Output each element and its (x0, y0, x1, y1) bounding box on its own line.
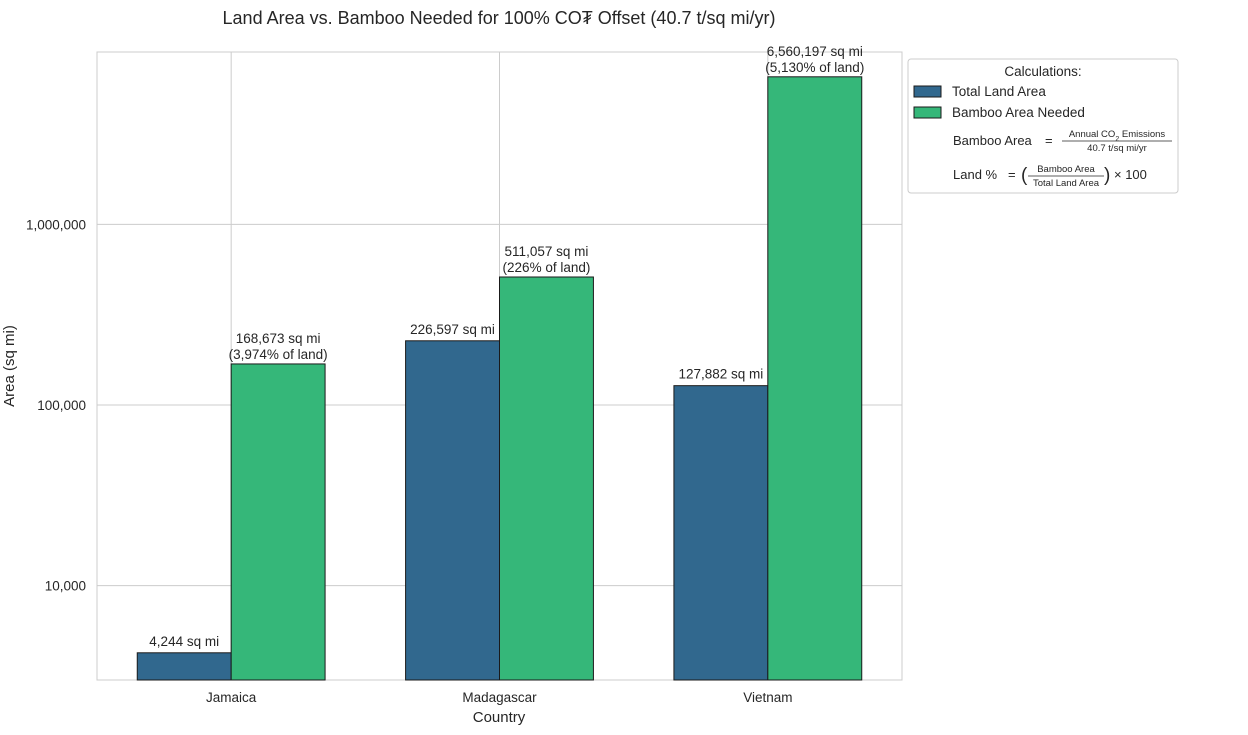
legend-title: Calculations: (1004, 64, 1081, 79)
y-axis-label: Area (sq mi) (1, 325, 18, 407)
bar-bamboo-area-needed-madagascar (499, 276, 594, 681)
formula2-close-paren: ) (1104, 165, 1110, 186)
data-label-bamboo-area-needed-vietnam: 6,560,197 sq mi (767, 44, 863, 59)
x-tick-label-vietnam: Vietnam (743, 690, 792, 705)
legend-formula-bamboo-area: Bamboo Area = Annual CO2 Emissions 40.7 … (953, 129, 1172, 154)
data-sublabel-bamboo-area-needed-vietnam: (5,130% of land) (765, 60, 864, 75)
plot-area: 4,244 sq mi 226,597 sq mi 127,882 sq mi 168… (96, 44, 903, 681)
data-label-bamboo-area-needed-madagascar: 511,057 sq mi (505, 244, 589, 259)
legend-label-bamboo-area-needed: Bamboo Area Needed (952, 105, 1085, 120)
formula2-equals: = (1008, 167, 1016, 182)
legend-label-total-land-area: Total Land Area (952, 84, 1046, 99)
formula1-lhs: Bamboo Area (953, 133, 1033, 148)
bar-bamboo-area-needed-vietnam (767, 76, 863, 681)
y-tick-label: 10,000 (45, 579, 86, 594)
bars (136, 76, 863, 681)
formula1-equals: = (1045, 133, 1053, 148)
x-tick-label-jamaica: Jamaica (206, 690, 257, 705)
legend-box (907, 58, 1179, 194)
x-axis-ticks: Jamaica Madagascar Vietnam (206, 690, 792, 705)
bar-total-land-area-madagascar (405, 340, 501, 681)
formula2-open-paren: ( (1021, 165, 1028, 186)
chart-title: Land Area vs. Bamboo Needed for 100% CO₮… (223, 8, 776, 28)
legend: Calculations: Total Land Area Bamboo Are… (907, 58, 1179, 194)
bar-bamboo-area-needed-jamaica (230, 363, 326, 681)
bar-total-land-area-vietnam (673, 385, 769, 681)
legend-formula-land-percent: Land % = ( Bamboo Area Total Land Area )… (953, 164, 1147, 189)
data-sublabel-bamboo-area-needed-madagascar: (226% of land) (503, 260, 591, 275)
data-labels: 4,244 sq mi 226,597 sq mi 127,882 sq mi 168… (149, 44, 864, 649)
y-tick-label: 1,000,000 (26, 217, 86, 232)
x-axis-label: Country (473, 709, 526, 726)
legend-swatch-total-land-area (913, 85, 942, 98)
formula1-denominator: 40.7 t/sq mi/yr (1087, 143, 1147, 154)
formula1-numerator: Annual CO2 Emissions (1069, 129, 1166, 143)
data-label-total-land-area-madagascar: 226,597 sq mi (410, 322, 495, 337)
data-label-bamboo-area-needed-jamaica: 168,673 sq mi (236, 331, 321, 346)
y-tick-label: 100,000 (37, 398, 86, 413)
formula2-lhs: Land % (953, 167, 998, 182)
formula2-suffix: × 100 (1114, 167, 1147, 182)
formula2-numerator: Bamboo Area (1037, 164, 1095, 175)
data-sublabel-bamboo-area-needed-jamaica: (3,974% of land) (229, 347, 328, 362)
legend-swatch-bamboo-area-needed (913, 106, 942, 119)
data-label-total-land-area-vietnam: 127,882 sq mi (678, 367, 763, 382)
x-tick-label-madagascar: Madagascar (462, 690, 537, 705)
formula2-denominator: Total Land Area (1033, 178, 1100, 189)
data-label-total-land-area-jamaica: 4,244 sq mi (149, 634, 219, 649)
bar-total-land-area-jamaica (136, 652, 232, 681)
y-axis-ticks: 10,000 100,000 1,000,000 (26, 217, 86, 593)
